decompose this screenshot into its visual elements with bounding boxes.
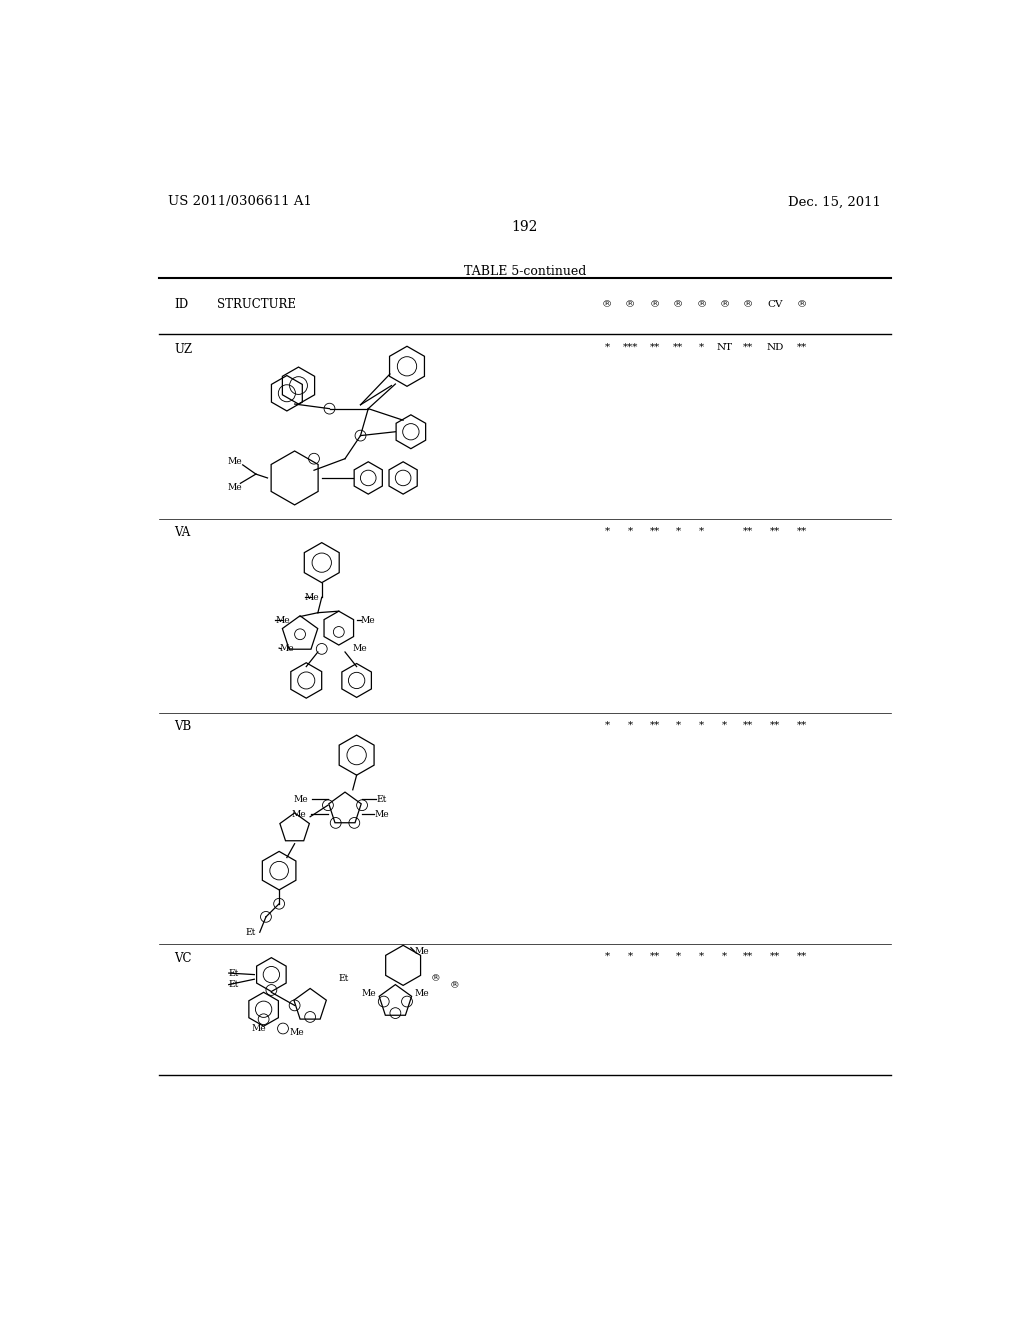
Text: ®: ® <box>625 300 635 309</box>
Text: ND: ND <box>766 343 783 352</box>
Text: *: * <box>604 721 609 730</box>
Text: Et: Et <box>228 981 240 989</box>
Text: Et: Et <box>339 974 349 983</box>
Text: Dec. 15, 2011: Dec. 15, 2011 <box>788 195 882 209</box>
Text: ®: ® <box>742 300 753 309</box>
Text: Me: Me <box>292 810 306 818</box>
Text: 192: 192 <box>512 220 538 234</box>
Text: **: ** <box>650 527 660 536</box>
Text: **: ** <box>797 527 807 536</box>
Text: Me: Me <box>305 593 319 602</box>
Text: ®: ® <box>673 300 683 309</box>
Text: Me: Me <box>415 990 429 998</box>
Text: *: * <box>699 527 705 536</box>
Text: VC: VC <box>174 952 193 965</box>
Text: ®: ® <box>696 300 707 309</box>
Text: **: ** <box>770 952 780 961</box>
Text: Me: Me <box>415 946 429 956</box>
Text: CV: CV <box>767 300 783 309</box>
Text: *: * <box>722 952 727 961</box>
Text: *: * <box>604 527 609 536</box>
Text: **: ** <box>770 527 780 536</box>
Text: ID: ID <box>174 298 188 312</box>
Text: ***: *** <box>623 343 638 352</box>
Text: Et: Et <box>246 928 256 937</box>
Text: Et: Et <box>228 969 240 978</box>
Text: Me: Me <box>293 795 308 804</box>
Text: UZ: UZ <box>174 343 193 356</box>
Text: TABLE 5-continued: TABLE 5-continued <box>464 264 586 277</box>
Text: ®: ® <box>430 974 440 983</box>
Text: **: ** <box>797 721 807 730</box>
Text: **: ** <box>742 721 753 730</box>
Text: *: * <box>676 527 681 536</box>
Text: **: ** <box>650 952 660 961</box>
Text: Me: Me <box>289 1028 304 1036</box>
Text: **: ** <box>797 952 807 961</box>
Text: ®: ® <box>650 300 660 309</box>
Text: *: * <box>699 721 705 730</box>
Text: **: ** <box>742 952 753 961</box>
Text: *: * <box>722 721 727 730</box>
Text: Me: Me <box>375 810 389 818</box>
Text: Et: Et <box>376 795 386 804</box>
Text: **: ** <box>650 343 660 352</box>
Text: *: * <box>628 527 633 536</box>
Text: **: ** <box>797 343 807 352</box>
Text: Me: Me <box>252 1024 266 1034</box>
Text: **: ** <box>673 343 683 352</box>
Text: *: * <box>699 343 705 352</box>
Text: ®: ® <box>797 300 807 309</box>
Text: Me: Me <box>360 616 375 624</box>
Text: Me: Me <box>227 457 242 466</box>
Text: NT: NT <box>717 343 733 352</box>
Text: Me: Me <box>280 644 294 652</box>
Text: *: * <box>676 952 681 961</box>
Text: **: ** <box>742 527 753 536</box>
Text: **: ** <box>650 721 660 730</box>
Text: Me: Me <box>352 644 368 652</box>
Text: VA: VA <box>174 527 190 540</box>
Text: **: ** <box>770 721 780 730</box>
Text: US 2011/0306611 A1: US 2011/0306611 A1 <box>168 195 312 209</box>
Text: ®: ® <box>720 300 730 309</box>
Text: STRUCTURE: STRUCTURE <box>217 298 296 312</box>
Text: *: * <box>699 952 705 961</box>
Text: *: * <box>604 343 609 352</box>
Text: *: * <box>628 952 633 961</box>
Text: *: * <box>628 721 633 730</box>
Text: *: * <box>676 721 681 730</box>
Text: ®: ® <box>602 300 612 309</box>
Text: VB: VB <box>174 721 191 734</box>
Text: *: * <box>604 952 609 961</box>
Text: Me: Me <box>275 616 290 624</box>
Text: Me: Me <box>361 990 376 998</box>
Text: **: ** <box>742 343 753 352</box>
Text: ®: ® <box>450 982 460 990</box>
Text: Me: Me <box>227 483 242 492</box>
